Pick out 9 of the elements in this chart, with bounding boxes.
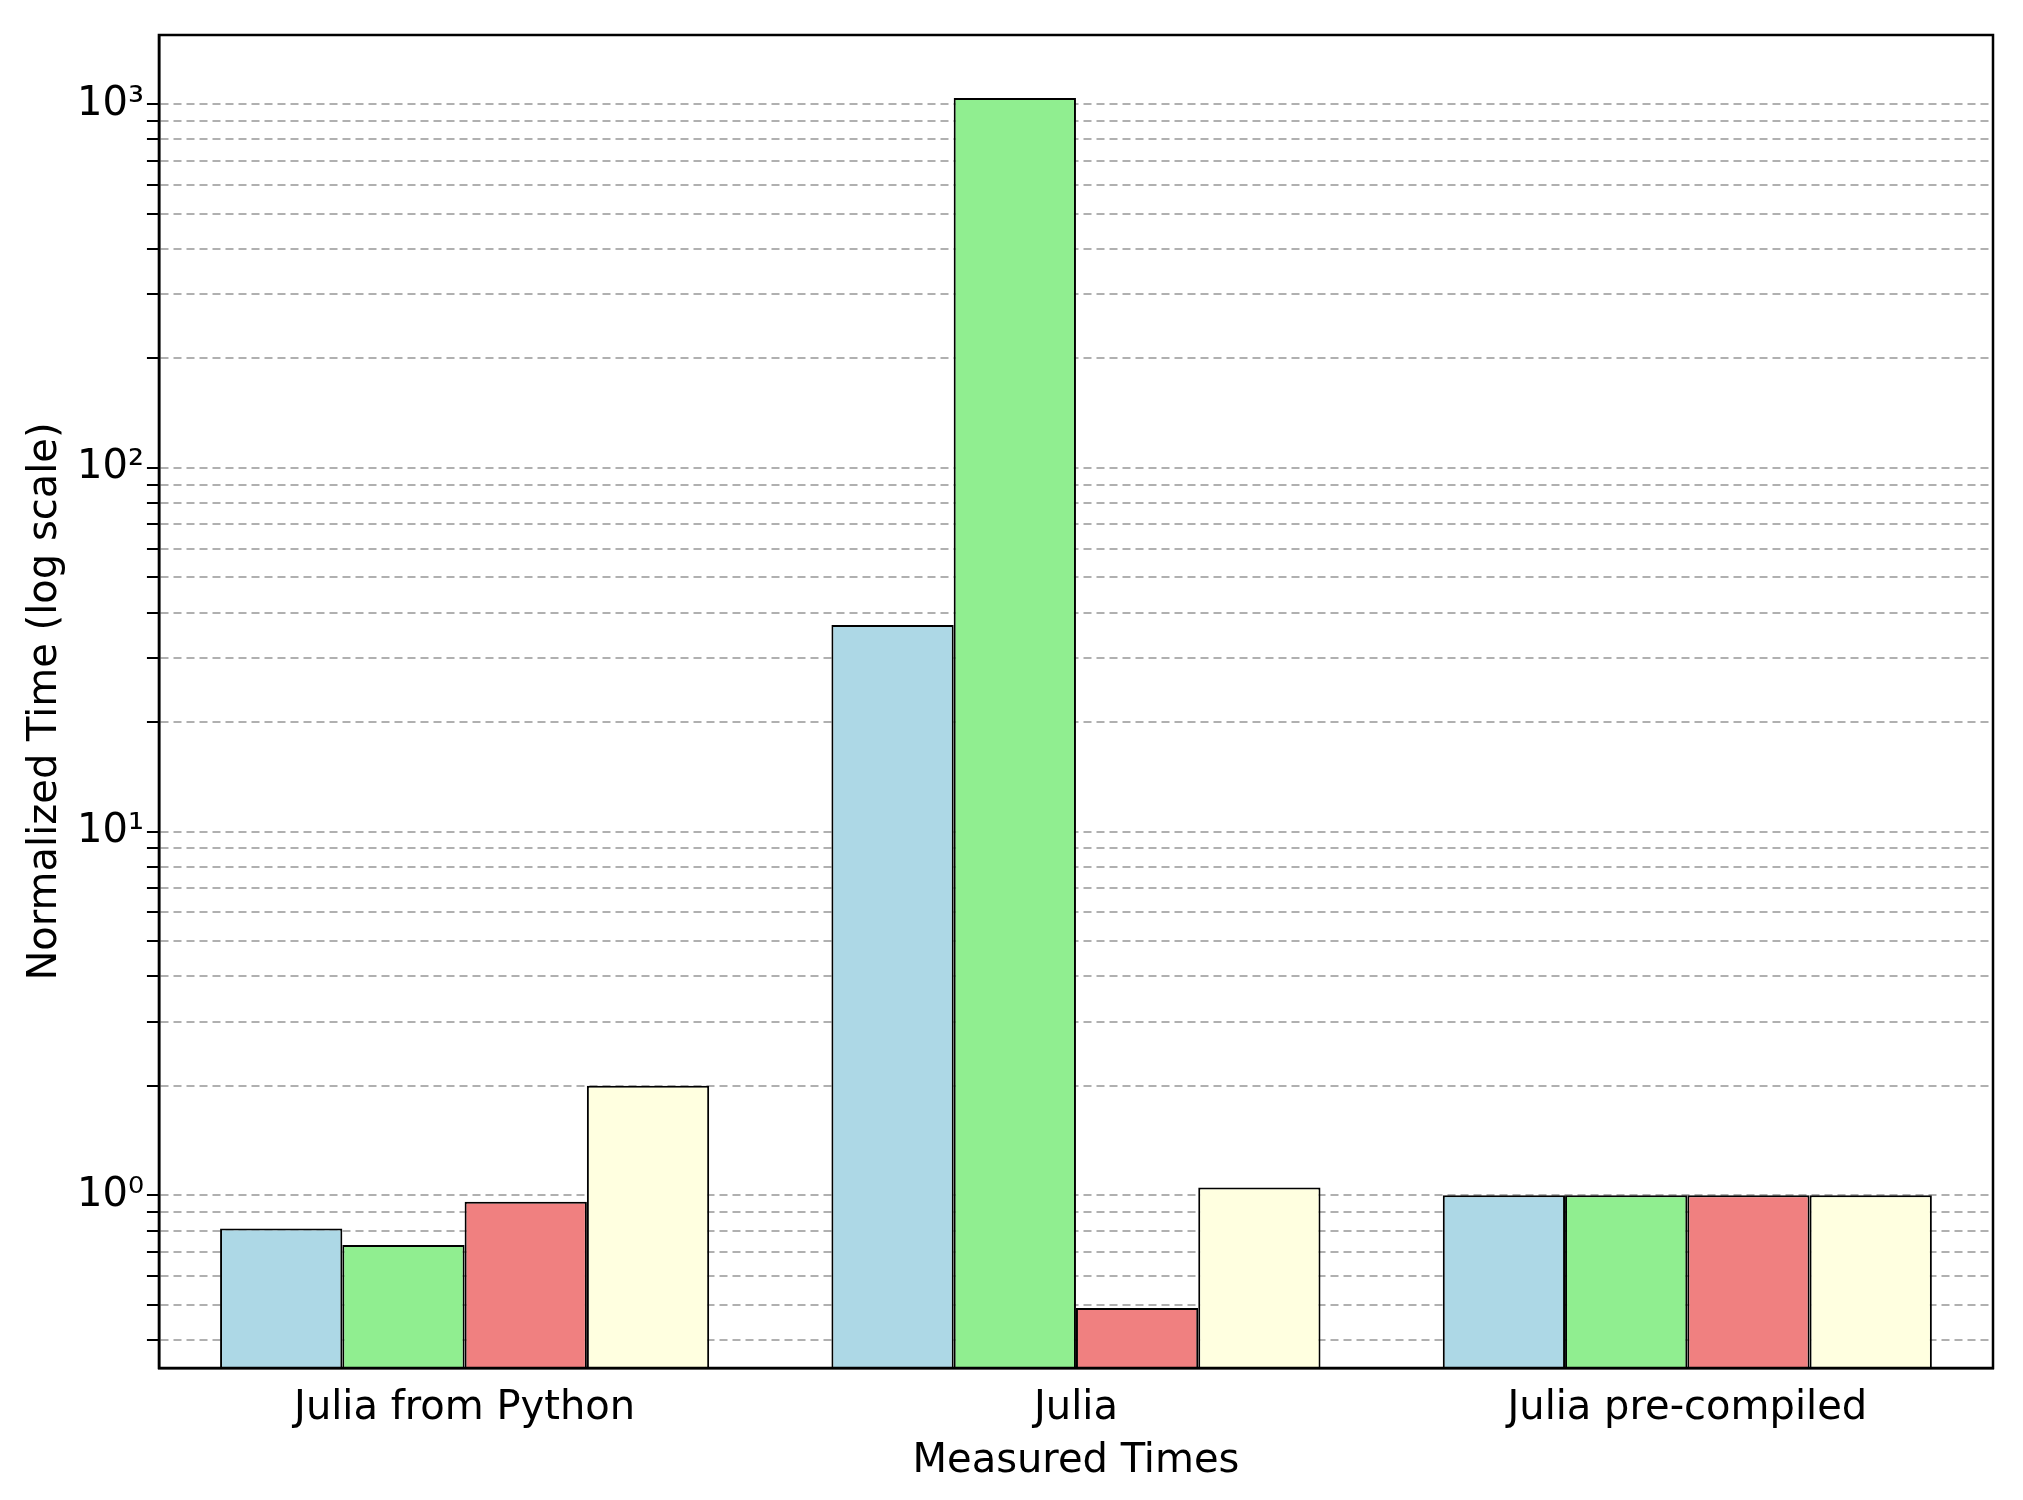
y-tick-label: 10³ (77, 77, 144, 124)
x-tick-label: Julia (1031, 1382, 1118, 1429)
x-tick-label: Julia pre-compiled (1504, 1382, 1868, 1429)
y-axis-title: Normalized Time (log scale) (19, 422, 66, 981)
y-tick-label: 10⁰ (77, 1168, 144, 1215)
x-axis-title: Measured Times (912, 1435, 1240, 1482)
x-tick-label: Julia from Python (291, 1382, 636, 1429)
y-tick-label: 10¹ (77, 804, 144, 851)
y-tick-label: 10² (77, 441, 144, 488)
